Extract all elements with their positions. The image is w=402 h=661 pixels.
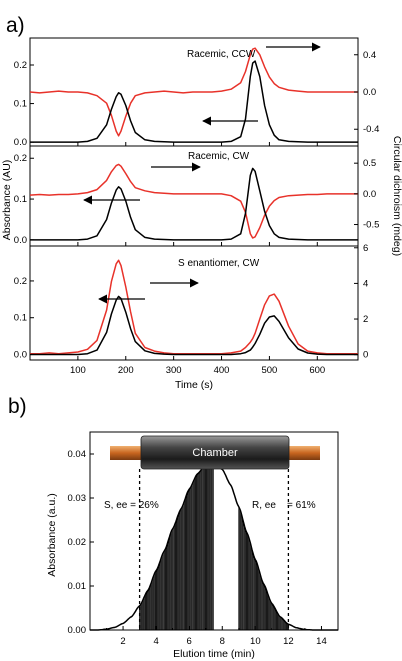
xtick-label-a-0: 100 [70, 365, 86, 376]
ytick-label-mid-right-0: -0.5 [363, 220, 379, 231]
series-line-bot-right [30, 259, 358, 355]
xtick-label-a-3: 400 [214, 365, 230, 376]
region-label-r: R, ee = 61% [252, 500, 316, 511]
ytick-label-b-4: 0.04 [68, 449, 87, 460]
xtick-label-b-3: 8 [220, 636, 225, 647]
ytick-label-bot-right-1: 2 [363, 314, 368, 325]
ytick-label-mid-right-1: 0.0 [363, 189, 376, 200]
tube-right [286, 446, 320, 460]
ytick-label-b-3: 0.03 [68, 493, 87, 504]
xtick-label-b-2: 6 [187, 636, 192, 647]
series-line-bot-left [30, 295, 358, 356]
ytick-label-b-0: 0.00 [68, 625, 87, 636]
ytick-label-top-right-0: -0.4 [363, 124, 379, 135]
tube-left [110, 446, 144, 460]
panel-b-ylabel: Absorbance (a.u.) [46, 493, 58, 576]
ytick-label-top-left-0: 0.0 [14, 137, 27, 148]
xtick-label-b-5: 12 [283, 636, 294, 647]
region-label-s: S, ee = 26% [104, 500, 159, 511]
xtick-label-b-1: 4 [153, 636, 158, 647]
ytick-label-mid-left-1: 0.1 [14, 194, 27, 205]
ytick-label-bot-left-0: 0.0 [14, 349, 27, 360]
series-line-mid-right [29, 163, 358, 239]
ytick-label-b-2: 0.02 [68, 537, 87, 548]
chamber-label: Chamber [192, 447, 238, 459]
panel-b-shaded-regions [139, 462, 289, 630]
panel-b-ticks: 2 4 6 8 10 12 14 0.00 0.01 0.02 0.03 0.04 [68, 449, 327, 647]
subplot-bot-series [30, 259, 358, 356]
panel-b: 2 4 6 8 10 12 14 0.00 0.01 0.02 0.03 0.04 Chamber S… [46, 431, 339, 660]
panel-b-frame [89, 431, 339, 631]
subplot-top-series [29, 47, 358, 143]
ytick-label-top-right-2: 0.4 [363, 50, 376, 61]
xtick-label-a-1: 200 [118, 365, 134, 376]
xtick-label-b-6: 14 [316, 636, 327, 647]
panel-a-ylabel-right: Circular dichroism (mdeg) [391, 136, 402, 256]
panel-b-cut-lines [138, 469, 290, 630]
ytick-label-top-left-1: 0.1 [14, 99, 27, 110]
ytick-label-bot-right-2: 4 [363, 278, 368, 289]
xtick-label-a-2: 300 [166, 365, 182, 376]
ytick-label-top-left-2: 0.2 [14, 60, 27, 71]
xtick-label-a-4: 500 [261, 365, 277, 376]
panel-a-ticks: 0.0 0.1 0.2 -0.4 0.0 0.4 0.0 0.1 0.2 -0.5 0.0 0.5 0.… [14, 50, 380, 376]
panel-a-ylabel: Absorbance (AU) [1, 160, 13, 241]
panel-a: 0.0 0.1 0.2 -0.4 0.0 0.4 0.0 0.1 0.2 -0.5 0.0 0.5 0.… [1, 37, 402, 391]
ytick-label-mid-left-0: 0.0 [14, 235, 27, 246]
ytick-label-mid-left-2: 0.2 [14, 153, 27, 164]
series-line-top-left [30, 60, 358, 143]
subplot-top-annotation: Racemic, CCW [187, 49, 256, 60]
panel-label-b: b) [8, 395, 27, 418]
xtick-label-a-5: 600 [309, 365, 325, 376]
series-line-top-right [29, 47, 358, 137]
chamber-illustration: Chamber [110, 435, 320, 470]
ytick-label-b-1: 0.01 [68, 581, 87, 592]
subplot-mid-series [29, 163, 358, 241]
xtick-label-b-4: 10 [250, 636, 261, 647]
panel-a-xlabel: Time (s) [175, 379, 213, 391]
ytick-label-bot-left-2: 0.2 [14, 276, 27, 287]
ytick-label-mid-right-2: 0.5 [363, 158, 376, 169]
panel-label-a: a) [6, 14, 25, 37]
subplot-bot-frame [29, 245, 359, 361]
subplot-bot-annotation: S enantiomer, CW [178, 258, 260, 269]
subplot-mid-annotation: Racemic, CW [188, 151, 250, 162]
chamber-body [140, 435, 290, 470]
ytick-label-bot-right-0: 0 [363, 350, 368, 361]
xtick-label-b-0: 2 [120, 636, 125, 647]
ytick-label-top-right-1: 0.0 [363, 87, 376, 98]
panel-b-xlabel: Elution time (min) [173, 648, 255, 660]
ytick-label-bot-right-3: 6 [363, 243, 368, 254]
ytick-label-bot-left-1: 0.1 [14, 313, 27, 324]
panel-b-elution-curve [90, 462, 338, 631]
series-line-mid-left [30, 167, 358, 241]
